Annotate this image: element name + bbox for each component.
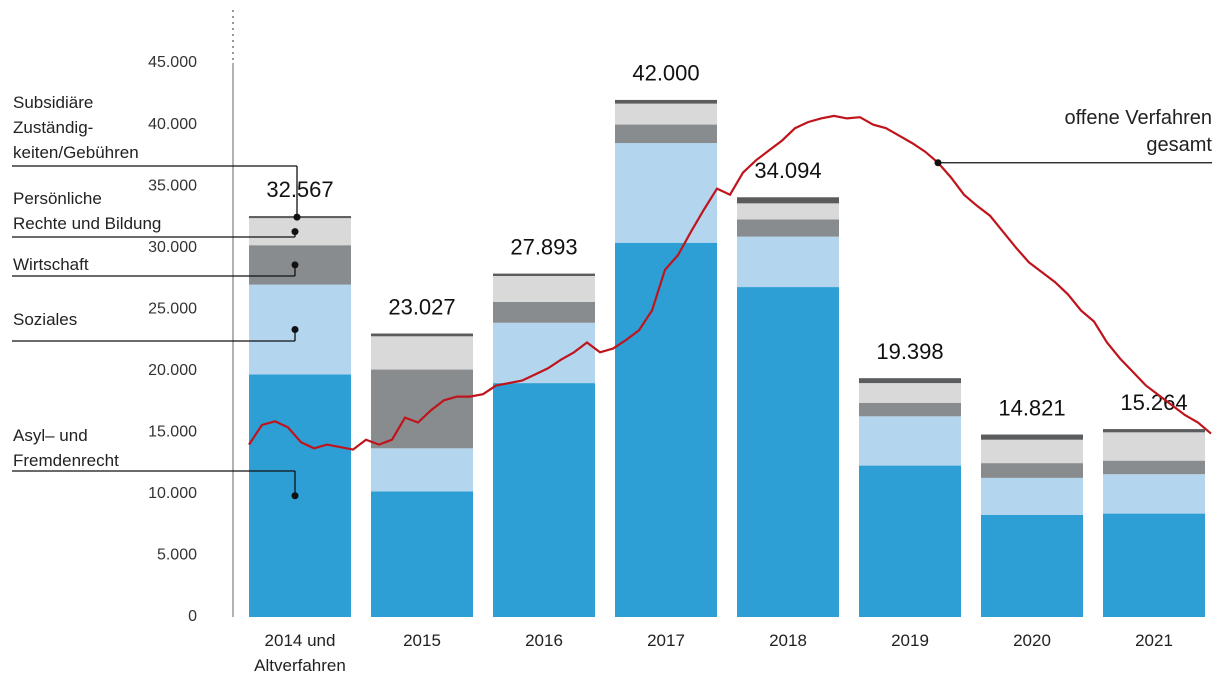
legend-label: Asyl– und Fremdenrecht [13,426,119,470]
bar-segment [615,242,717,617]
bar-segment [371,336,473,370]
bar-segment [615,143,717,243]
total-label: 32.567 [266,177,333,202]
bar-segment [737,197,839,204]
bar-segment [249,374,351,617]
legend-label: Wirtschaft [13,255,89,274]
bar-segment [1103,513,1205,617]
y-tick-label: 10.000 [148,485,197,502]
x-tick-label: 2015 [403,631,441,650]
bar-segment [1103,474,1205,514]
legend-dot [293,213,301,221]
bar-segment [493,383,595,617]
x-tick-label: 2018 [769,631,807,650]
bar-segment [493,322,595,384]
line-label: offene Verfahren gesamt [1064,106,1212,156]
bar-segment [493,301,595,323]
y-tick-label: 5.000 [157,547,197,564]
bar-segment [737,203,839,220]
legend-dot [291,326,299,334]
bar-segment [859,416,961,466]
bar-segment [249,284,351,375]
total-label: 23.027 [388,294,455,319]
y-tick-label: 45.000 [148,54,197,71]
bar-segment [249,245,351,285]
bar-segment [981,514,1083,617]
bar-segment [737,287,839,617]
bar-segment [1103,429,1205,433]
bar-segment [981,463,1083,478]
total-label: 19.398 [876,339,943,364]
legend-label: Soziales [13,310,78,329]
y-tick-label: 35.000 [148,177,197,194]
bar-segment [1103,432,1205,461]
bar-segment [859,378,961,384]
x-tick-label: 2021 [1135,631,1173,650]
bar-segment [493,275,595,302]
bar-segment [859,402,961,417]
bar-segment [737,219,839,237]
total-label: 42.000 [632,61,699,86]
leader-dot [934,159,942,167]
legend-dot [291,261,299,269]
legend-dot [291,228,299,236]
legend-label: Persönliche Rechte und Bildung [13,189,162,233]
y-tick-label: 0 [188,608,197,625]
bar-segment [371,491,473,617]
bar-segment [859,383,961,403]
y-tick-label: 20.000 [148,362,197,379]
bar-segment [371,369,473,449]
x-tick-label: 2014 und Altverfahren [254,631,346,675]
total-label: 34.094 [754,158,821,183]
x-tick-label: 2016 [525,631,563,650]
x-tick-label: 2019 [891,631,929,650]
x-tick-label: 2020 [1013,631,1051,650]
bar-segment [981,434,1083,440]
bar-segment [981,477,1083,515]
bar-segment [615,99,717,104]
bar-segment [1103,460,1205,475]
bar-segment [981,439,1083,464]
line-series [248,114,1212,451]
bar-segment [615,124,717,144]
legend-dot [291,492,299,500]
y-tick-label: 40.000 [148,116,197,133]
y-tick-label: 30.000 [148,239,197,256]
x-tick-label: 2017 [647,631,685,650]
y-tick-label: 25.000 [148,300,197,317]
total-label: 27.893 [510,234,577,259]
bar-segment [615,103,717,125]
total-label: 15.264 [1120,390,1187,415]
bar-segment [493,273,595,276]
bar-segment [249,218,351,246]
bar-segment [371,333,473,337]
bar-segment [371,448,473,492]
total-label: 14.821 [998,395,1065,420]
bar-segment [737,236,839,288]
bar-segment [859,465,961,617]
y-tick-label: 15.000 [148,424,197,441]
legend-label: Subsidiäre Zuständig- keiten/Gebühren [13,93,139,162]
